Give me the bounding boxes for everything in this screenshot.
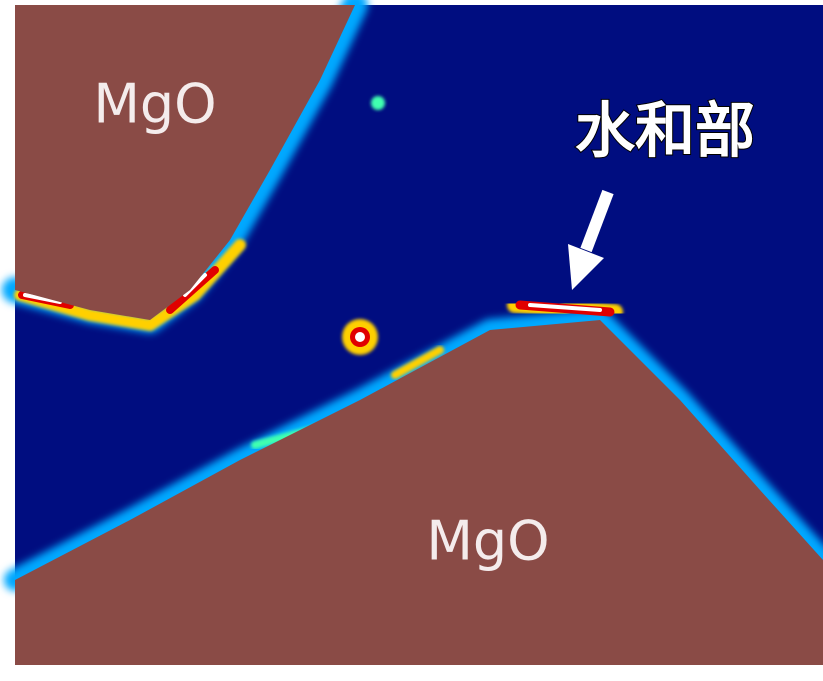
micrograph: MgO MgO 水和部: [0, 0, 823, 681]
spot: [355, 332, 365, 342]
region-label: MgO: [93, 73, 216, 136]
spot: [371, 96, 385, 110]
page: MgO MgO 水和部 (() => { const data = JSON.p…: [0, 0, 823, 681]
region-label: MgO: [426, 510, 549, 573]
annotation: 水和部: [575, 97, 755, 167]
